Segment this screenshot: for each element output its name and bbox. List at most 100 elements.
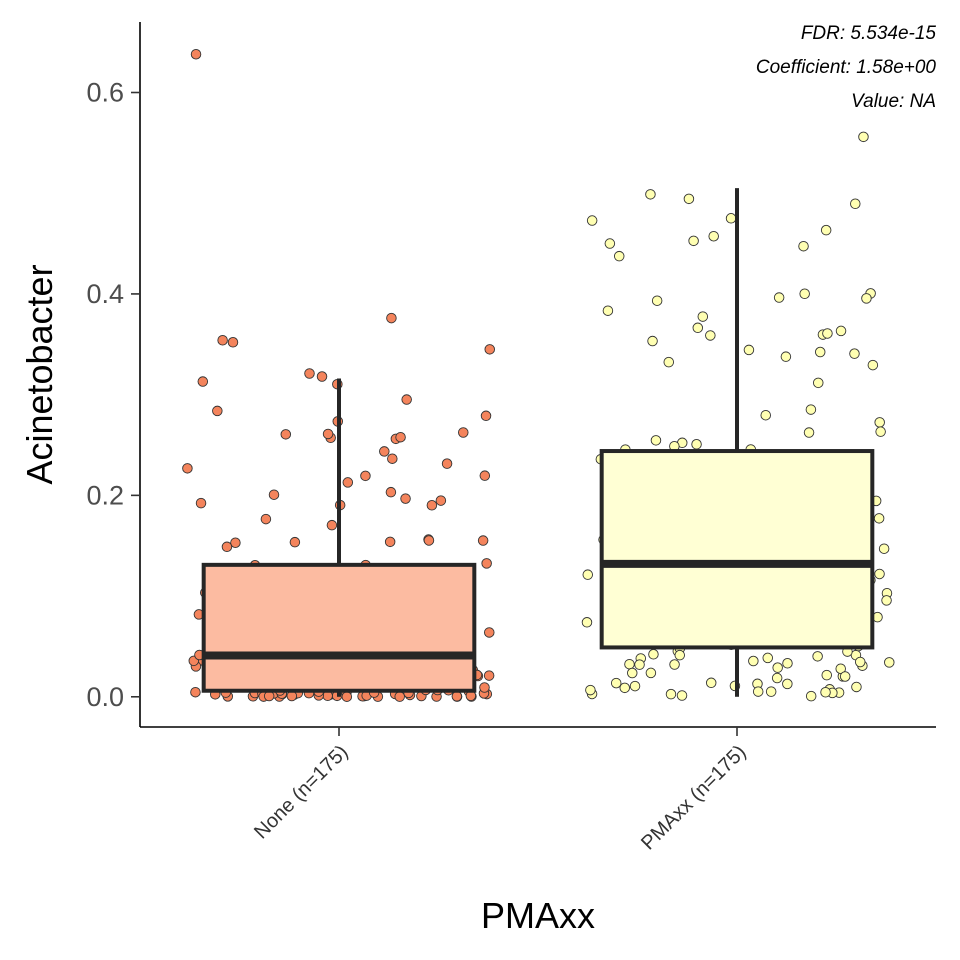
data-point [602, 305, 614, 316]
data-point [190, 48, 202, 60]
annotation-fdr: FDR: 5.534e-15 [801, 23, 937, 44]
data-point [878, 543, 890, 554]
data-point [394, 691, 405, 702]
x-axis-title: PMAxx [481, 895, 595, 936]
data-point [814, 346, 826, 358]
data-point [483, 670, 495, 681]
data-point [619, 682, 631, 694]
data-point [708, 230, 719, 242]
data-point [771, 672, 783, 684]
box-iqr [201, 562, 477, 693]
data-point [384, 536, 396, 548]
annotation-coefficient: Coefficient: 1.58e+00 [756, 57, 937, 78]
data-point [669, 659, 680, 670]
data-point [782, 658, 793, 669]
data-point [221, 541, 233, 553]
data-point [663, 356, 675, 368]
data-point [772, 662, 783, 673]
data-point [752, 686, 764, 697]
x-tick-label: PMAxx (n=175) [637, 741, 750, 854]
data-point [289, 536, 301, 548]
data-point [451, 691, 463, 702]
data-point [581, 617, 593, 628]
data-point [683, 193, 695, 205]
data-point [839, 671, 851, 682]
data-point [426, 500, 438, 511]
data-point [610, 677, 622, 689]
data-point [820, 687, 831, 698]
y-tick-label: 0.6 [86, 78, 124, 108]
data-point [688, 235, 699, 247]
data-point [322, 428, 334, 440]
data-point [379, 446, 390, 457]
data-point [604, 238, 616, 249]
data-point [676, 690, 688, 701]
data-point [875, 426, 886, 437]
data-point [645, 189, 656, 200]
data-point [765, 686, 777, 697]
annotations: FDR: 5.534e-15 Coefficient: 1.58e+00 Val… [756, 23, 937, 112]
data-point [227, 337, 239, 348]
data-point [197, 376, 209, 387]
data-point [387, 453, 398, 464]
annotation-value: Value: NA [851, 91, 936, 112]
data-point [799, 288, 810, 300]
data-point [812, 377, 824, 389]
data-point [849, 348, 860, 359]
data-point [481, 558, 492, 569]
data-point [773, 292, 785, 303]
data-point [822, 328, 833, 339]
x-tick-label: None (n=175) [250, 741, 352, 843]
data-point [360, 470, 371, 482]
data-point [624, 658, 635, 670]
data-point [762, 652, 773, 664]
data-point [212, 405, 223, 417]
data-point [861, 293, 872, 304]
data-point [268, 489, 280, 500]
data-point [874, 568, 885, 580]
data-point [692, 322, 704, 334]
y-tick-label: 0.2 [86, 480, 124, 510]
data-point [651, 295, 663, 306]
data-point [401, 394, 412, 405]
data-point [850, 198, 861, 210]
data-point [477, 535, 489, 546]
data-point [858, 131, 869, 143]
data-point [230, 537, 241, 548]
data-point [386, 312, 397, 324]
data-point [484, 627, 495, 638]
data-point [195, 497, 207, 509]
data-point [881, 595, 892, 606]
data-point [835, 663, 846, 674]
y-ticks: 0.0 0.2 0.4 0.6 [86, 78, 140, 712]
data-point [705, 330, 716, 341]
data-point [479, 682, 490, 693]
data-point [435, 495, 447, 506]
data-point [851, 681, 862, 693]
x-ticks: None (n=175) PMAxx (n=175) [250, 727, 751, 854]
data-point [479, 470, 491, 481]
data-point [743, 344, 755, 356]
data-point [326, 519, 338, 531]
data-point [182, 463, 193, 474]
data-point [805, 690, 817, 702]
data-point [650, 435, 662, 446]
data-point [803, 427, 815, 438]
data-point [821, 669, 832, 681]
axes-layer [139, 22, 936, 728]
data-point [725, 213, 737, 224]
data-point [691, 439, 702, 450]
data-point [280, 429, 292, 440]
data-point [582, 569, 594, 580]
data-point [217, 335, 228, 346]
y-tick-label: 0.4 [86, 279, 124, 309]
data-point [705, 677, 717, 689]
data-point [613, 250, 625, 262]
data-point [798, 240, 809, 252]
data-point [585, 684, 596, 696]
data-point [190, 686, 201, 698]
data-point [634, 659, 645, 670]
data-point [629, 680, 641, 692]
data-point [484, 344, 495, 355]
